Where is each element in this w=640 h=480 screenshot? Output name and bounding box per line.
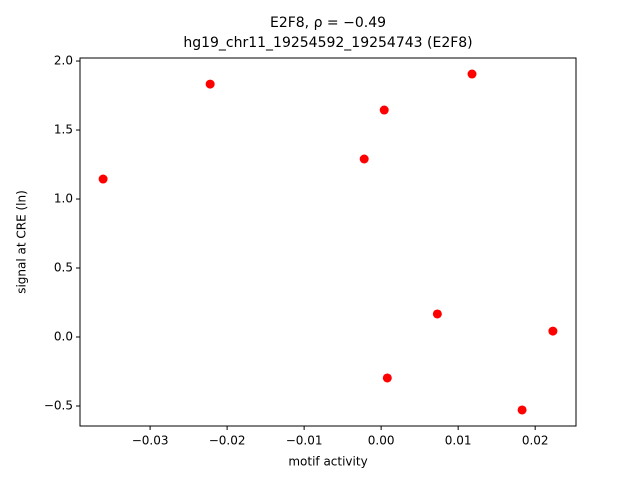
y-tick-label: 1.5 — [54, 123, 73, 137]
y-tick-label: 0.0 — [54, 330, 73, 344]
plot-frame — [79, 57, 577, 427]
y-tick-label: 1.0 — [54, 192, 73, 206]
point — [432, 309, 442, 319]
x-axis-label: motif activity — [288, 455, 367, 469]
point — [359, 154, 369, 164]
point — [379, 105, 389, 115]
point — [548, 326, 558, 336]
y-tick-label: 0.5 — [54, 261, 73, 275]
x-tick-label: 0.00 — [368, 434, 395, 448]
point — [205, 79, 215, 89]
chart-title: E2F8, ρ = −0.49 — [270, 15, 386, 31]
x-tick-label: −0.02 — [209, 434, 246, 448]
y-tick-label: −0.5 — [44, 398, 73, 412]
x-tick-label: −0.01 — [286, 434, 323, 448]
x-tick-label: −0.03 — [132, 434, 169, 448]
point — [98, 174, 108, 184]
y-axis-label: signal at CRE (ln) — [15, 190, 29, 294]
chart-subtitle: hg19_chr11_19254592_19254743 (E2F8) — [183, 35, 472, 51]
x-tick-label: 0.02 — [522, 434, 549, 448]
y-tick-label: 2.0 — [54, 54, 73, 68]
point — [467, 69, 477, 79]
x-tick-label: 0.01 — [445, 434, 472, 448]
point — [382, 373, 392, 383]
point — [517, 405, 527, 415]
